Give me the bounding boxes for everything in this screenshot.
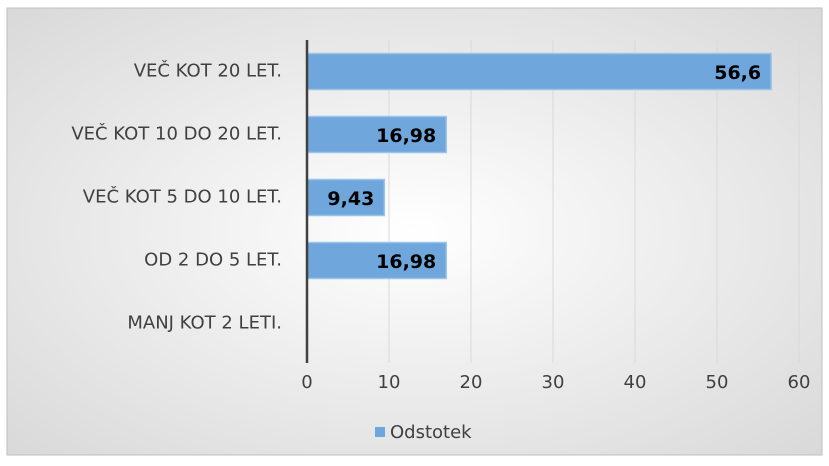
bar	[306, 178, 386, 217]
x-tick-label: 40	[624, 372, 647, 393]
bar	[306, 52, 772, 91]
y-tick-label: MANJ KOT 2 LETI.	[127, 313, 282, 334]
data-label: 9,43	[327, 188, 374, 210]
y-tick-label: VEČ KOT 20 LET.	[134, 60, 282, 82]
y-tick-label: VEČ KOT 10 DO 20 LET.	[71, 123, 282, 145]
data-label: 16,98	[376, 251, 436, 273]
bar	[306, 115, 447, 154]
x-tick-label: 50	[706, 372, 729, 393]
x-tick-label: 20	[460, 372, 483, 393]
y-tick-label: OD 2 DO 5 LET.	[144, 250, 282, 271]
x-tick-label: 60	[788, 372, 811, 393]
data-label: 56,6	[714, 62, 761, 84]
legend-swatch	[375, 427, 385, 437]
x-tick-label: 0	[301, 372, 312, 393]
data-label: 16,98	[376, 125, 436, 147]
x-tick-label: 30	[542, 372, 565, 393]
x-tick-label: 10	[378, 372, 401, 393]
legend-label: Odstotek	[390, 422, 472, 443]
y-tick-label: VEČ KOT 5 DO 10 LET.	[83, 186, 282, 208]
